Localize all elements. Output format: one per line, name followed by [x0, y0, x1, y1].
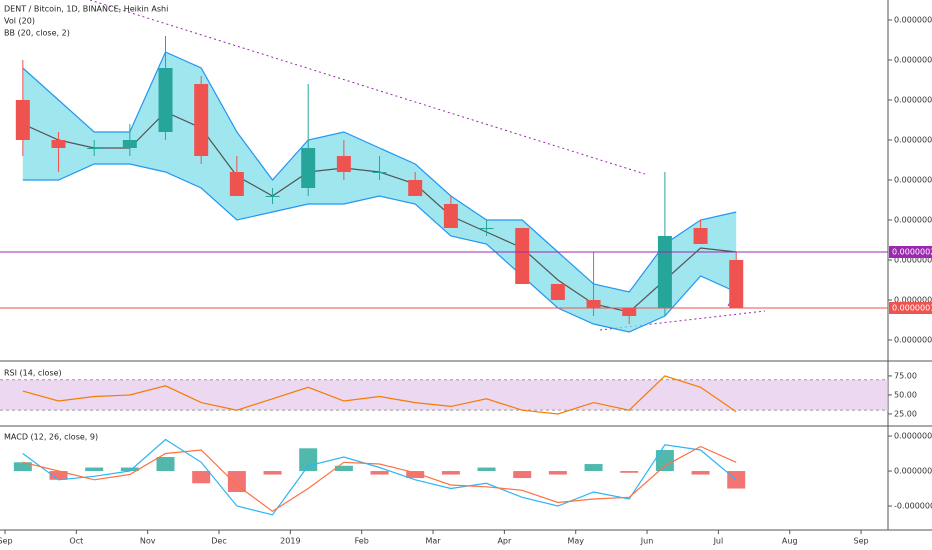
macd-histogram-bar — [299, 448, 318, 472]
candle-body — [301, 148, 316, 188]
x-tick-label: Mar — [425, 537, 441, 546]
price-label-box — [889, 246, 932, 258]
trendline — [89, 0, 646, 175]
candle-body — [15, 100, 30, 140]
macd-histogram-bar — [120, 467, 139, 472]
y-tick-label: 25.00 — [894, 409, 917, 418]
macd-histogram-bar — [584, 464, 603, 472]
y-tick-label: 0.00000015 — [894, 296, 932, 305]
x-tick-label: Feb — [355, 537, 369, 546]
candle-body — [408, 180, 423, 196]
candle-body — [265, 196, 280, 197]
y-tick-label: 0.00000010 — [894, 336, 932, 345]
y-tick-label: 0.00000035 — [894, 136, 932, 145]
price-label-box — [889, 302, 932, 314]
candle-body — [336, 156, 351, 172]
macd-histogram-bar — [655, 450, 674, 472]
macd-line — [22, 438, 737, 516]
macd-histogram-bar — [13, 462, 32, 472]
candle-body — [622, 308, 637, 316]
price-label: 0.00000021 — [892, 248, 932, 257]
macd-histogram-bar — [49, 471, 68, 480]
x-tick-label: Jun — [640, 537, 654, 546]
candle-body — [729, 260, 744, 308]
candle-body — [51, 140, 66, 148]
macd-histogram-bar — [156, 457, 175, 472]
macd-histogram-bar — [263, 471, 282, 475]
x-tick-label: Dec — [211, 537, 226, 546]
y-tick-label: 0.00000030 — [894, 176, 932, 185]
y-tick-label: 0.00000050 — [894, 16, 932, 25]
indicator-label: BB (20, close, 2) — [4, 29, 70, 38]
pane-title: RSI (14, close) — [4, 369, 62, 378]
price-label: 0.00000014 — [892, 304, 932, 313]
y-tick-label: 0.00000020 — [894, 256, 932, 265]
macd-histogram-bar — [192, 471, 211, 484]
y-tick-label: 50.00 — [894, 390, 917, 399]
candle-body — [479, 228, 494, 229]
y-tick-label: 0.00000045 — [894, 56, 932, 65]
rsi-line — [22, 375, 737, 415]
x-tick-label: May — [567, 537, 584, 546]
x-tick-label: Aug — [782, 537, 798, 546]
macd-histogram-bar — [406, 471, 425, 479]
macd-histogram-bar — [441, 471, 460, 475]
macd-histogram-bar — [620, 471, 639, 473]
macd-histogram-bar — [227, 471, 246, 493]
candle-body — [550, 284, 565, 300]
macd-histogram-bar — [370, 471, 389, 475]
x-tick-label: Sep — [854, 537, 869, 546]
x-tick-label: 2019 — [280, 537, 300, 546]
candle-body — [693, 228, 708, 244]
candle-body — [158, 68, 173, 132]
chart-title: DENT / Bitcoin, 1D, BINANCE, Heikin Ashi — [4, 5, 168, 14]
bb-lower — [22, 163, 737, 333]
macd-histogram-bar — [513, 471, 532, 479]
candle-body — [657, 236, 672, 308]
y-tick-label: -0.00000002 — [894, 502, 932, 511]
y-tick-label: 0.00000040 — [894, 96, 932, 105]
macd-histogram-bar — [477, 467, 496, 472]
x-tick-label: Oct — [69, 537, 83, 546]
candle-body — [194, 84, 209, 156]
candle-body — [87, 148, 102, 149]
macd-histogram-bar — [548, 471, 567, 475]
candle-body — [586, 300, 601, 308]
candle-body — [372, 172, 387, 173]
bb-upper — [22, 51, 737, 293]
pane-title: MACD (12, 26, close, 9) — [4, 433, 98, 442]
macd-histogram-bar — [727, 471, 746, 489]
candle-body — [229, 172, 244, 196]
macd-histogram-bar — [334, 465, 353, 472]
y-tick-label: 0.00000002 — [894, 432, 932, 441]
candle-body — [122, 140, 137, 148]
x-tick-label: Nov — [140, 537, 156, 546]
x-tick-label: Apr — [497, 537, 512, 546]
signal-line — [22, 445, 737, 513]
x-tick-label: Jul — [713, 537, 724, 546]
y-tick-label: 75.00 — [894, 371, 917, 380]
y-tick-label: 0.00000000 — [894, 467, 932, 476]
macd-histogram-bar — [85, 467, 104, 472]
candle-body — [443, 204, 458, 228]
indicator-label: Vol (20) — [4, 17, 35, 26]
candle-body — [515, 228, 530, 284]
x-tick-label: Sep — [0, 537, 13, 546]
macd-histogram-bar — [691, 471, 710, 475]
